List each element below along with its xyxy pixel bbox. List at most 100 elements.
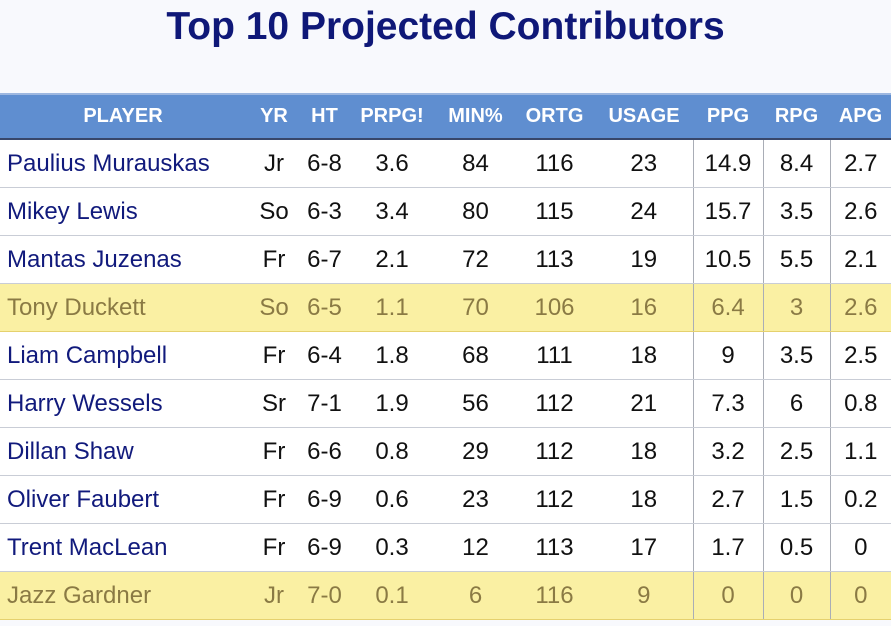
rpg-cell: 0 — [762, 571, 830, 620]
chart-title: Top 10 Projected Contributors — [166, 5, 725, 48]
apg-cell: 2.6 — [829, 283, 891, 332]
ht-cell: 6-4 — [302, 331, 347, 380]
table-row: Mantas Juzenas Fr 6-7 2.1 72 113 19 10.5 5.5 2.1 — [0, 235, 891, 284]
player-cell[interactable]: Oliver Faubert — [0, 475, 246, 524]
ht-cell: 6-3 — [302, 187, 347, 236]
rpg-cell: 3.5 — [762, 187, 830, 236]
yr-cell: Fr — [246, 427, 302, 476]
player-cell[interactable]: Liam Campbell — [0, 331, 246, 380]
apg-cell: 1.1 — [829, 427, 891, 476]
prpg-cell: 3.6 — [347, 139, 437, 188]
table-body: Paulius Murauskas Jr 6-8 3.6 84 116 23 14.9 8.4 2… — [0, 139, 891, 620]
prpg-cell: 0.1 — [347, 571, 437, 620]
ppg-cell: 7.3 — [692, 379, 763, 428]
rpg-cell: 3.5 — [762, 331, 830, 380]
prpg-cell: 1.8 — [347, 331, 437, 380]
ortg-cell: 116 — [514, 139, 595, 188]
prpg-cell: 1.1 — [347, 283, 437, 332]
table-row: Jazz Gardner Jr 7-0 0.1 6 116 9 0 0 0 — [0, 571, 891, 620]
ortg-cell: 116 — [514, 571, 595, 620]
ppg-cell: 14.9 — [692, 139, 763, 188]
header-yr[interactable]: YR — [246, 93, 302, 140]
yr-cell: Sr — [246, 379, 302, 428]
table-row: Harry Wessels Sr 7-1 1.9 56 112 21 7.3 6 0.8 — [0, 379, 891, 428]
yr-cell: So — [246, 283, 302, 332]
yr-cell: Fr — [246, 235, 302, 284]
header-ht[interactable]: HT — [302, 93, 347, 140]
header-row: PLAYER YR HT PRPG! MIN% ORTG USAGE PPG R… — [0, 93, 891, 140]
ppg-cell: 15.7 — [692, 187, 763, 236]
player-cell[interactable]: Trent MacLean — [0, 523, 246, 572]
usage-cell: 16 — [595, 283, 693, 332]
header-prpg[interactable]: PRPG! — [347, 93, 437, 140]
ortg-cell: 113 — [514, 235, 595, 284]
rpg-cell: 1.5 — [762, 475, 830, 524]
yr-cell: Fr — [246, 331, 302, 380]
prpg-cell: 0.6 — [347, 475, 437, 524]
usage-cell: 19 — [595, 235, 693, 284]
table-row: Tony Duckett So 6-5 1.1 70 106 16 6.4 3 2.6 — [0, 283, 891, 332]
yr-cell: Jr — [246, 139, 302, 188]
player-cell[interactable]: Mantas Juzenas — [0, 235, 246, 284]
stats-table: PLAYER YR HT PRPG! MIN% ORTG USAGE PPG R… — [0, 93, 891, 620]
yr-cell: Jr — [246, 571, 302, 620]
header-ppg[interactable]: PPG — [693, 93, 763, 140]
player-cell[interactable]: Jazz Gardner — [0, 571, 246, 620]
player-cell[interactable]: Paulius Murauskas — [0, 139, 246, 188]
prpg-cell: 2.1 — [347, 235, 437, 284]
ortg-cell: 115 — [514, 187, 595, 236]
header-apg[interactable]: APG — [830, 93, 891, 140]
ppg-cell: 9 — [692, 331, 763, 380]
apg-cell: 2.1 — [829, 235, 891, 284]
header-ortg[interactable]: ORTG — [514, 93, 595, 140]
apg-cell: 2.5 — [829, 331, 891, 380]
player-cell[interactable]: Dillan Shaw — [0, 427, 246, 476]
ht-cell: 6-5 — [302, 283, 347, 332]
min-pct-cell: 6 — [437, 571, 514, 620]
min-pct-cell: 23 — [437, 475, 514, 524]
header-rpg[interactable]: RPG — [763, 93, 830, 140]
prpg-cell: 3.4 — [347, 187, 437, 236]
ht-cell: 7-1 — [302, 379, 347, 428]
ppg-cell: 0 — [692, 571, 763, 620]
usage-cell: 18 — [595, 427, 693, 476]
header-usage[interactable]: USAGE — [595, 93, 693, 140]
ortg-cell: 112 — [514, 475, 595, 524]
player-cell[interactable]: Tony Duckett — [0, 283, 246, 332]
header-player[interactable]: PLAYER — [0, 93, 246, 140]
min-pct-cell: 29 — [437, 427, 514, 476]
yr-cell: Fr — [246, 523, 302, 572]
usage-cell: 18 — [595, 331, 693, 380]
ppg-cell: 1.7 — [692, 523, 763, 572]
apg-cell: 0 — [829, 571, 891, 620]
min-pct-cell: 72 — [437, 235, 514, 284]
table-row: Liam Campbell Fr 6-4 1.8 68 111 18 9 3.5 2.5 — [0, 331, 891, 380]
ht-cell: 6-9 — [302, 475, 347, 524]
ppg-cell: 10.5 — [692, 235, 763, 284]
rpg-cell: 3 — [762, 283, 830, 332]
table-row: Dillan Shaw Fr 6-6 0.8 29 112 18 3.2 2.5 1.1 — [0, 427, 891, 476]
ortg-cell: 111 — [514, 331, 595, 380]
usage-cell: 24 — [595, 187, 693, 236]
usage-cell: 18 — [595, 475, 693, 524]
ortg-cell: 112 — [514, 427, 595, 476]
ortg-cell: 113 — [514, 523, 595, 572]
min-pct-cell: 80 — [437, 187, 514, 236]
ppg-cell: 2.7 — [692, 475, 763, 524]
apg-cell: 2.6 — [829, 187, 891, 236]
yr-cell: So — [246, 187, 302, 236]
table-row: Trent MacLean Fr 6-9 0.3 12 113 17 1.7 0.5 0 — [0, 523, 891, 572]
min-pct-cell: 84 — [437, 139, 514, 188]
ht-cell: 6-7 — [302, 235, 347, 284]
min-pct-cell: 56 — [437, 379, 514, 428]
ht-cell: 6-8 — [302, 139, 347, 188]
rpg-cell: 6 — [762, 379, 830, 428]
rpg-cell: 2.5 — [762, 427, 830, 476]
prpg-cell: 0.3 — [347, 523, 437, 572]
header-min-pct[interactable]: MIN% — [437, 93, 514, 140]
player-cell[interactable]: Harry Wessels — [0, 379, 246, 428]
ht-cell: 6-6 — [302, 427, 347, 476]
prpg-cell: 1.9 — [347, 379, 437, 428]
player-cell[interactable]: Mikey Lewis — [0, 187, 246, 236]
